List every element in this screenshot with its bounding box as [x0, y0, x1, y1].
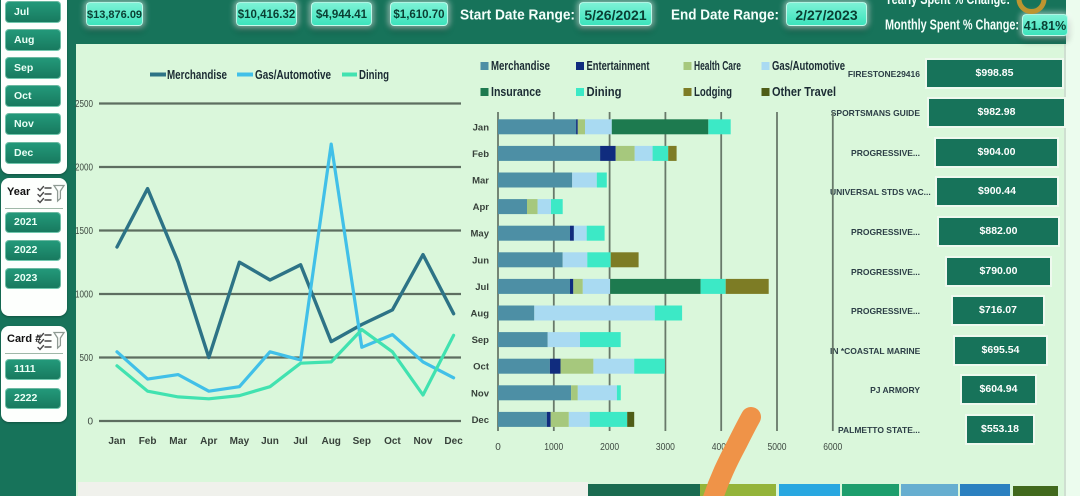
svg-text:Monthly Spent % Change:: Monthly Spent % Change:: [885, 18, 1019, 34]
svg-text:Sep: Sep: [353, 436, 371, 447]
svg-text:Mar: Mar: [169, 436, 187, 447]
svg-text:Jul: Jul: [475, 282, 489, 293]
svg-text:Nov: Nov: [414, 436, 433, 447]
svg-text:Insurance: Insurance: [491, 85, 541, 99]
svg-text:2500: 2500: [75, 99, 93, 110]
svg-text:1000: 1000: [75, 290, 93, 301]
svg-text:Merchandise: Merchandise: [491, 59, 550, 73]
svg-text:0: 0: [495, 442, 501, 453]
svg-text:500: 500: [80, 353, 94, 364]
svg-text:End Date Range:: End Date Range:: [671, 7, 779, 24]
svg-text:May: May: [230, 436, 250, 447]
svg-text:Oct: Oct: [473, 362, 490, 373]
svg-text:May: May: [471, 229, 490, 240]
svg-text:2000: 2000: [75, 163, 93, 174]
svg-text:Aug: Aug: [321, 436, 340, 447]
svg-text:Jan: Jan: [473, 122, 490, 133]
svg-text:1500: 1500: [75, 226, 93, 237]
svg-text:Jul: Jul: [293, 436, 308, 447]
svg-text:Apr: Apr: [200, 436, 217, 447]
svg-text:4000: 4000: [712, 442, 731, 453]
svg-text:Dec: Dec: [444, 436, 463, 447]
svg-text:Gas/Automotive: Gas/Automotive: [255, 68, 331, 82]
svg-text:Health Care: Health Care: [694, 59, 741, 73]
svg-text:Nov: Nov: [471, 388, 490, 399]
svg-text:1000: 1000: [544, 442, 563, 453]
svg-text:Oct: Oct: [384, 436, 401, 447]
svg-text:Feb: Feb: [139, 436, 157, 447]
svg-text:Jun: Jun: [261, 436, 279, 447]
svg-text:Dining: Dining: [359, 68, 389, 82]
svg-text:Mar: Mar: [472, 176, 489, 187]
svg-text:Gas/Automotive: Gas/Automotive: [772, 59, 845, 73]
svg-text:5000: 5000: [768, 442, 787, 453]
svg-text:Jun: Jun: [472, 255, 489, 266]
svg-text:Other Travel: Other Travel: [772, 85, 836, 99]
svg-text:3000: 3000: [656, 442, 675, 453]
svg-text:Lodging: Lodging: [694, 85, 732, 99]
svg-text:Apr: Apr: [473, 202, 490, 213]
svg-text:Entertainment: Entertainment: [587, 59, 651, 73]
svg-text:Dec: Dec: [472, 415, 489, 426]
svg-text:Sep: Sep: [472, 335, 490, 346]
svg-text:Yearly Spent % Change:: Yearly Spent % Change:: [885, 0, 1010, 8]
svg-text:0: 0: [87, 417, 93, 428]
svg-text:Merchandise: Merchandise: [167, 68, 227, 82]
svg-text:6000: 6000: [823, 442, 842, 453]
svg-text:Aug: Aug: [471, 309, 490, 320]
svg-text:Dining: Dining: [587, 85, 622, 99]
svg-text:Jan: Jan: [108, 436, 125, 447]
svg-text:Feb: Feb: [472, 149, 489, 160]
svg-text:Start Date Range:: Start Date Range:: [460, 7, 575, 24]
svg-text:2000: 2000: [600, 442, 619, 453]
